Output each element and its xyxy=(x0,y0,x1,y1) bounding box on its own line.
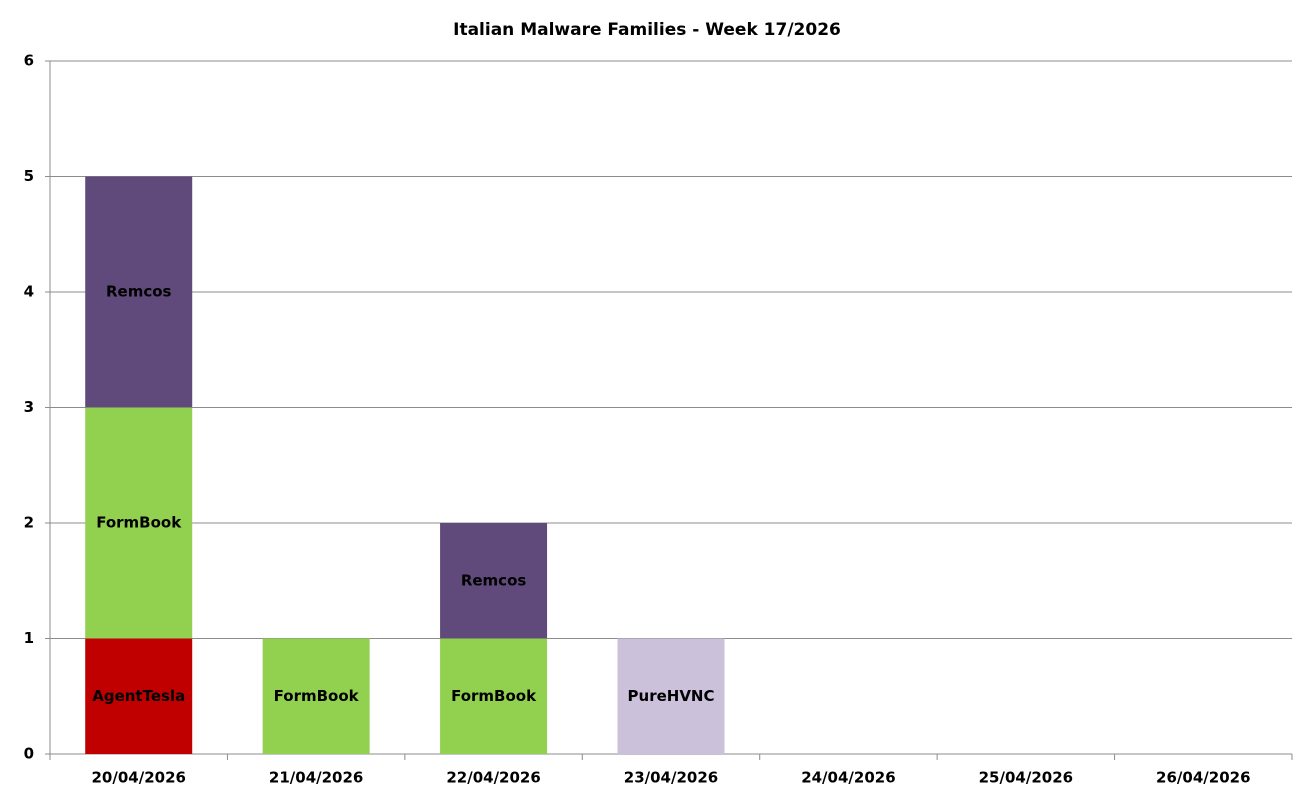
x-tick-label: 21/04/2026 xyxy=(269,769,363,787)
segment-label: AgentTesla xyxy=(92,687,185,705)
y-tick-label: 0 xyxy=(24,745,34,763)
segment-label: FormBook xyxy=(96,514,182,532)
bar-segment xyxy=(85,176,193,408)
bar-segment xyxy=(617,638,725,754)
x-tick-label: 20/04/2026 xyxy=(91,769,185,787)
y-tick-label: 1 xyxy=(24,629,34,647)
bar-segment xyxy=(262,638,370,754)
x-tick-label: 24/04/2026 xyxy=(801,769,895,787)
x-tick-label: 26/04/2026 xyxy=(1156,769,1250,787)
y-tick-label: 5 xyxy=(24,167,34,185)
segment-label: FormBook xyxy=(274,687,360,705)
segment-label: PureHVNC xyxy=(628,687,715,705)
x-tick-label: 23/04/2026 xyxy=(624,769,718,787)
y-tick-label: 2 xyxy=(24,514,34,532)
segment-label: FormBook xyxy=(451,687,537,705)
y-tick-label: 6 xyxy=(24,52,34,70)
segment-label: Remcos xyxy=(461,571,527,589)
y-tick-label: 3 xyxy=(24,398,34,416)
segment-label: Remcos xyxy=(106,283,172,301)
bar-segment xyxy=(440,638,548,754)
x-tick-label: 22/04/2026 xyxy=(446,769,540,787)
bar-segment xyxy=(85,407,193,639)
y-tick-label: 4 xyxy=(24,283,34,301)
bar-segment xyxy=(85,638,193,754)
chart-title: Italian Malware Families - Week 17/2026 xyxy=(453,20,841,40)
bar-segment xyxy=(440,523,548,639)
x-tick-label: 25/04/2026 xyxy=(979,769,1073,787)
